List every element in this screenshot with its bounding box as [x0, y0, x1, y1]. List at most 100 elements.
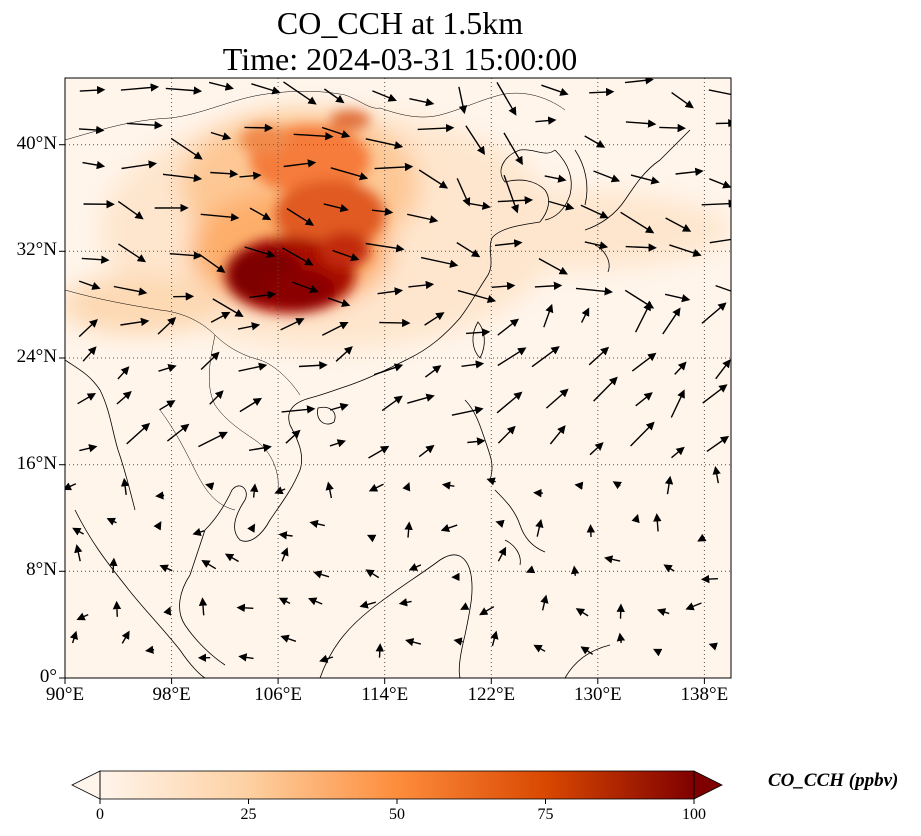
wind-arrow [283, 159, 317, 168]
wind-arrow [155, 491, 165, 500]
wind-arrow [368, 483, 384, 492]
wind-arrow [544, 174, 567, 183]
wind-arrow [712, 465, 721, 484]
lat-tick-label: 8°N [26, 559, 57, 581]
wind-arrow [106, 517, 117, 526]
wind-arrow [700, 574, 718, 584]
wind-arrow [497, 425, 516, 444]
wind-arrow [373, 363, 404, 376]
wind-arrow [65, 482, 77, 491]
wind-arrow [662, 307, 681, 335]
wind-arrow [298, 361, 328, 370]
wind-arrow [239, 397, 262, 413]
wind-arrow [548, 200, 575, 211]
wind-arrow [118, 243, 147, 263]
wind-arrow [375, 643, 385, 658]
wind-arrow [630, 421, 655, 447]
wind-arrow [251, 83, 281, 95]
wind-arrow [612, 481, 622, 490]
wind-arrow [210, 131, 232, 141]
wind-arrow [374, 162, 414, 172]
wind-arrow [456, 242, 481, 258]
wind-arrow [371, 207, 394, 216]
wind-arrow [656, 608, 670, 617]
wind-arrow [503, 132, 523, 166]
wind-arrow [309, 519, 325, 529]
lon-tick-label: 130°E [573, 684, 622, 705]
wind-arrow [708, 89, 731, 96]
wind-arrow [153, 521, 162, 531]
wind-arrow [283, 81, 317, 105]
wind-arrow [461, 360, 485, 369]
wind-arrow [239, 171, 262, 180]
wind-arrow [121, 630, 130, 644]
wind-arrow [451, 406, 484, 416]
wind-arrow [208, 81, 234, 91]
wind-arrow [201, 559, 217, 570]
wind-arrow [327, 297, 351, 307]
wind-arrow [212, 298, 244, 318]
wind-arrow [604, 555, 621, 564]
wind-arrow [497, 546, 507, 562]
wind-arrow [280, 634, 297, 643]
wind-arrow [78, 318, 98, 338]
wind-arrow [157, 316, 177, 335]
wind-arrow [490, 630, 499, 647]
wind-arrow [467, 437, 486, 446]
wind-arrow [365, 242, 405, 253]
wind-arrow [635, 392, 653, 407]
wind-arrow [715, 284, 731, 292]
lat-tick-label: 32°N [16, 239, 57, 261]
wind-arrow [158, 364, 177, 373]
wind-arrow [543, 303, 554, 328]
wind-arrow [701, 199, 731, 208]
wind-arrow [541, 84, 569, 96]
wind-arrow [685, 602, 702, 611]
wind-arrow [117, 200, 144, 220]
wind-arrow [159, 400, 176, 411]
wind-arrow [126, 121, 163, 130]
wind-arrow [332, 249, 360, 262]
lon-tick-label: 98°E [152, 684, 191, 705]
wind-arrow [76, 612, 89, 621]
wind-arrow [589, 87, 615, 97]
wind-arrow [570, 565, 580, 576]
wind-arrow [538, 257, 568, 275]
wind-arrow [701, 302, 727, 324]
wind-arrow [634, 301, 651, 333]
wind-arrow [163, 606, 172, 616]
wind-arrow [460, 602, 470, 610]
wind-arrow [441, 481, 455, 490]
wind-arrow [210, 169, 239, 178]
wind-arrow [329, 439, 346, 448]
wind-arrow [715, 359, 731, 380]
wind-arrow [625, 119, 657, 128]
wind-arrow [418, 444, 435, 458]
wind-arrow [405, 638, 422, 647]
wind-arrow [697, 533, 707, 542]
wind-arrow [205, 482, 215, 491]
wind-arrow [359, 600, 376, 609]
wind-arrow [250, 483, 259, 498]
wind-arrow [708, 642, 718, 651]
colorbar-tick-label: 25 [240, 806, 257, 823]
wind-arrow [494, 239, 523, 248]
wind-arrow [82, 160, 106, 170]
colorbar [71, 770, 723, 804]
wind-arrow [126, 422, 151, 445]
wind-arrow [671, 92, 694, 109]
wind-arrow [669, 244, 702, 257]
wind-arrow [531, 346, 560, 368]
wind-arrow [330, 167, 369, 181]
wind-arrow [210, 311, 231, 323]
lat-tick-label: 0° [39, 666, 57, 687]
wind-arrow [588, 346, 610, 366]
wind-arrow [286, 207, 315, 226]
wind-arrow [535, 518, 544, 537]
wind-arrow [458, 86, 468, 115]
wind-arrow [366, 534, 377, 543]
wind-arrow [409, 98, 435, 107]
wind-arrow [580, 646, 594, 655]
wind-arrow [368, 445, 390, 459]
